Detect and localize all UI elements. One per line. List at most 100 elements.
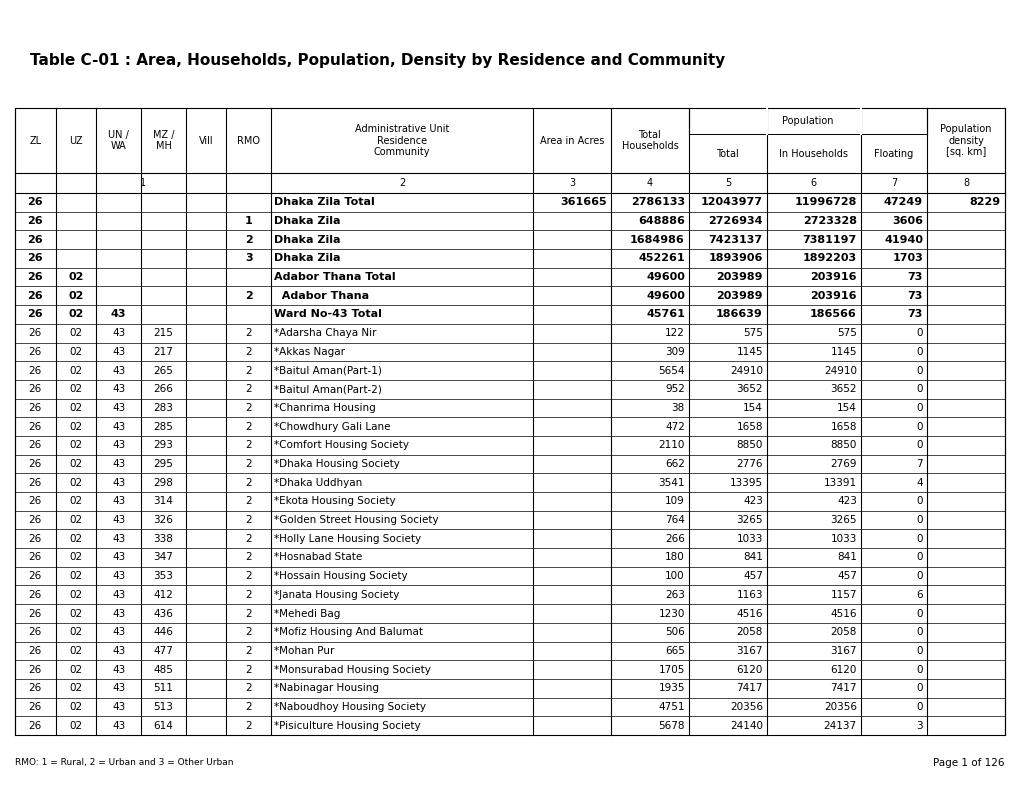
Text: 43: 43 bbox=[112, 403, 125, 413]
Text: 43: 43 bbox=[112, 683, 125, 693]
Text: 02: 02 bbox=[69, 403, 83, 413]
Text: *Dhaka Housing Society: *Dhaka Housing Society bbox=[274, 459, 399, 469]
Text: 423: 423 bbox=[837, 496, 856, 507]
Text: Dhaka Zila: Dhaka Zila bbox=[274, 254, 340, 263]
Text: 457: 457 bbox=[742, 571, 762, 581]
Text: 665: 665 bbox=[664, 646, 684, 656]
Text: 0: 0 bbox=[916, 627, 922, 637]
Text: 6: 6 bbox=[810, 178, 816, 188]
Text: Table C-01 : Area, Households, Population, Density by Residence and Community: Table C-01 : Area, Households, Populatio… bbox=[30, 53, 725, 68]
Text: 3652: 3652 bbox=[736, 385, 762, 394]
Text: 43: 43 bbox=[112, 552, 125, 563]
Text: 0: 0 bbox=[916, 403, 922, 413]
Text: 43: 43 bbox=[112, 385, 125, 394]
Text: 26: 26 bbox=[29, 571, 42, 581]
Text: 4: 4 bbox=[646, 178, 652, 188]
Text: Dhaka Zila: Dhaka Zila bbox=[274, 216, 340, 226]
Text: 7: 7 bbox=[915, 459, 922, 469]
Text: 511: 511 bbox=[153, 683, 173, 693]
Text: 1: 1 bbox=[245, 216, 253, 226]
Text: Adabor Thana: Adabor Thana bbox=[274, 291, 369, 301]
Text: *Hosnabad State: *Hosnabad State bbox=[274, 552, 362, 563]
Text: 2: 2 bbox=[246, 496, 252, 507]
Text: 1705: 1705 bbox=[658, 664, 684, 675]
Text: 26: 26 bbox=[29, 590, 42, 600]
Text: 26: 26 bbox=[29, 608, 42, 619]
Text: Floating: Floating bbox=[873, 148, 913, 158]
Text: 203989: 203989 bbox=[715, 272, 762, 282]
Text: 4516: 4516 bbox=[736, 608, 762, 619]
Text: 265: 265 bbox=[153, 366, 173, 376]
Text: 0: 0 bbox=[916, 347, 922, 357]
Text: 3: 3 bbox=[569, 178, 575, 188]
Text: 02: 02 bbox=[69, 366, 83, 376]
Text: 2: 2 bbox=[246, 646, 252, 656]
Text: 109: 109 bbox=[664, 496, 684, 507]
Text: 47249: 47249 bbox=[883, 197, 922, 207]
Text: 43: 43 bbox=[112, 721, 125, 730]
Text: Page 1 of 126: Page 1 of 126 bbox=[932, 758, 1004, 768]
Text: *Akkas Nagar: *Akkas Nagar bbox=[274, 347, 345, 357]
Text: 02: 02 bbox=[69, 347, 83, 357]
Text: 0: 0 bbox=[916, 552, 922, 563]
Text: 26: 26 bbox=[29, 385, 42, 394]
Text: 0: 0 bbox=[916, 385, 922, 394]
Text: 452261: 452261 bbox=[638, 254, 684, 263]
Text: 73: 73 bbox=[907, 291, 922, 301]
Text: 1935: 1935 bbox=[657, 683, 684, 693]
Text: Adabor Thana Total: Adabor Thana Total bbox=[274, 272, 395, 282]
Text: 45761: 45761 bbox=[645, 310, 684, 319]
Text: 02: 02 bbox=[69, 385, 83, 394]
Text: 02: 02 bbox=[68, 310, 84, 319]
Text: 43: 43 bbox=[112, 422, 125, 432]
Text: 24910: 24910 bbox=[730, 366, 762, 376]
Text: 347: 347 bbox=[153, 552, 173, 563]
Text: 49600: 49600 bbox=[645, 272, 684, 282]
Text: 2: 2 bbox=[246, 608, 252, 619]
Text: 2: 2 bbox=[398, 178, 405, 188]
Text: 0: 0 bbox=[916, 664, 922, 675]
Text: 43: 43 bbox=[112, 366, 125, 376]
Text: 26: 26 bbox=[28, 310, 43, 319]
Text: *Janata Housing Society: *Janata Housing Society bbox=[274, 590, 399, 600]
Text: Total
Households: Total Households bbox=[621, 130, 678, 151]
Text: 1145: 1145 bbox=[829, 347, 856, 357]
Text: 203989: 203989 bbox=[715, 291, 762, 301]
Text: 3167: 3167 bbox=[829, 646, 856, 656]
Text: *Holly Lane Housing Society: *Holly Lane Housing Society bbox=[274, 533, 421, 544]
Text: 2: 2 bbox=[246, 385, 252, 394]
Text: 20356: 20356 bbox=[823, 702, 856, 712]
Text: 02: 02 bbox=[69, 515, 83, 525]
Text: 26: 26 bbox=[28, 197, 43, 207]
Text: 423: 423 bbox=[742, 496, 762, 507]
Text: 186566: 186566 bbox=[809, 310, 856, 319]
Text: 2058: 2058 bbox=[829, 627, 856, 637]
Text: 4516: 4516 bbox=[829, 608, 856, 619]
Text: *Ekota Housing Society: *Ekota Housing Society bbox=[274, 496, 395, 507]
Text: 203916: 203916 bbox=[809, 272, 856, 282]
Text: 293: 293 bbox=[153, 440, 173, 450]
Text: 2: 2 bbox=[246, 515, 252, 525]
Text: 266: 266 bbox=[664, 533, 684, 544]
Text: 0: 0 bbox=[916, 422, 922, 432]
Bar bbox=[15, 108, 1004, 735]
Text: 215: 215 bbox=[153, 328, 173, 338]
Text: *Mofiz Housing And Balumat: *Mofiz Housing And Balumat bbox=[274, 627, 423, 637]
Text: 338: 338 bbox=[153, 533, 173, 544]
Text: 309: 309 bbox=[664, 347, 684, 357]
Text: 38: 38 bbox=[671, 403, 684, 413]
Text: 0: 0 bbox=[916, 646, 922, 656]
Text: UZ: UZ bbox=[69, 136, 83, 146]
Text: 361665: 361665 bbox=[559, 197, 606, 207]
Text: 7417: 7417 bbox=[829, 683, 856, 693]
Text: *Comfort Housing Society: *Comfort Housing Society bbox=[274, 440, 409, 450]
Text: *Baitul Aman(Part-1): *Baitul Aman(Part-1) bbox=[274, 366, 382, 376]
Text: 6: 6 bbox=[915, 590, 922, 600]
Text: 3541: 3541 bbox=[657, 478, 684, 488]
Text: Area in Acres: Area in Acres bbox=[539, 136, 603, 146]
Text: 02: 02 bbox=[69, 571, 83, 581]
Text: 2: 2 bbox=[246, 533, 252, 544]
Text: *Nabinagar Housing: *Nabinagar Housing bbox=[274, 683, 379, 693]
Text: 2: 2 bbox=[246, 422, 252, 432]
Text: 2776: 2776 bbox=[736, 459, 762, 469]
